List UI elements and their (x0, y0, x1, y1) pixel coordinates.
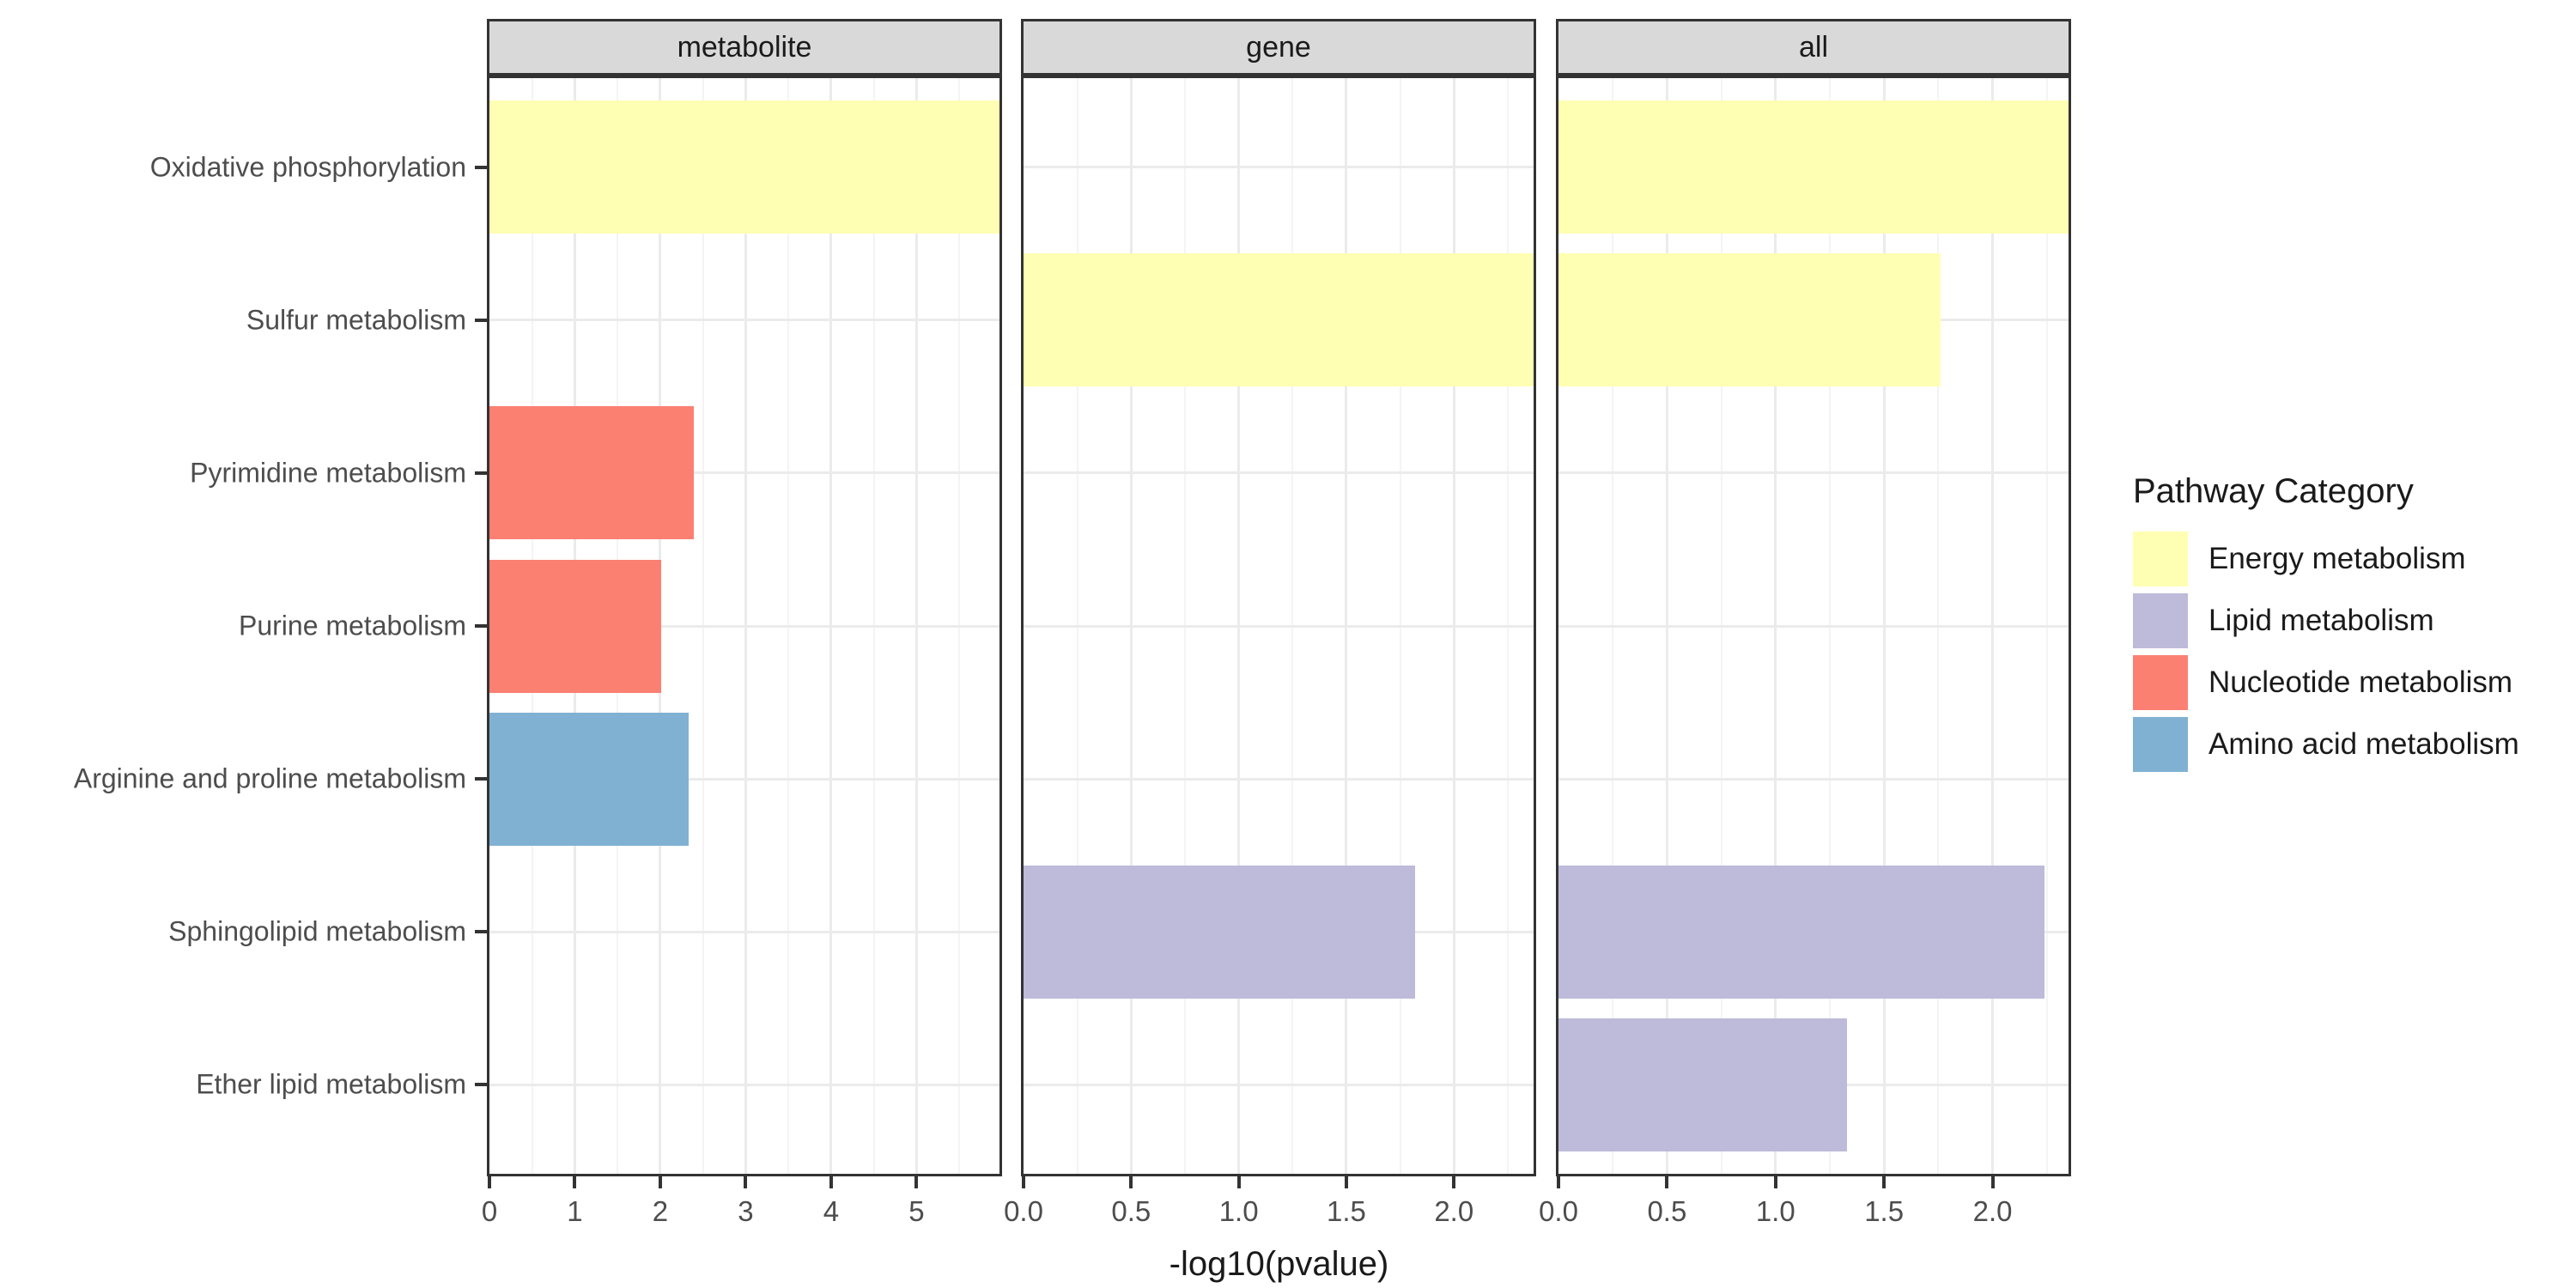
bar-metabolite-purine-metabolism (489, 559, 661, 693)
y-axis-label-purine-metabolism: Purine metabolism (239, 610, 466, 641)
x-axis-tick (1022, 1176, 1025, 1188)
y-axis-label-arginine-and-proline-metabolism: Arginine and proline metabolism (73, 762, 466, 794)
bar-gene-sphingolipid-metabolism (1024, 865, 1416, 999)
x-axis-tick (1344, 1176, 1348, 1188)
x-axis-tick-label: 2.0 (1434, 1195, 1474, 1227)
x-axis-tick (1452, 1176, 1456, 1188)
x-axis-tick (1990, 1176, 1995, 1188)
x-axis-tick-label: 2 (652, 1195, 669, 1227)
gridline-row (1558, 624, 2069, 628)
y-axis-label-ether-lipid-metabolism: Ether lipid metabolism (196, 1068, 466, 1100)
gridline-row (489, 930, 999, 933)
gridline-row (1024, 777, 1534, 781)
bar-metabolite-arginine-and-proline-metabolism (489, 712, 689, 846)
x-axis-tick-label: 4 (823, 1195, 840, 1227)
gridline-row (489, 624, 999, 628)
legend-swatch (2133, 532, 2188, 586)
gridline-row (1024, 166, 1534, 169)
x-axis-tick (573, 1176, 577, 1188)
legend-entry-label: Energy metabolism (2208, 542, 2466, 575)
x-axis-tick-label: 0.0 (1004, 1195, 1043, 1227)
x-axis-tick-label: 1.5 (1327, 1195, 1366, 1227)
legend-entry-label: Nucleotide metabolism (2208, 665, 2513, 699)
y-axis-tick (475, 624, 487, 628)
bar-all-oxidative-phosphorylation (1558, 100, 2069, 234)
y-axis-tick (475, 1083, 487, 1087)
x-axis-tick (744, 1176, 748, 1188)
x-axis-tick-label: 0.5 (1111, 1195, 1151, 1227)
x-axis-tick-label: 2.0 (1972, 1195, 2013, 1227)
x-axis-title: -log10(pvalue) (1169, 1245, 1389, 1283)
x-axis-tick-label: 1.5 (1864, 1195, 1905, 1227)
panel-all (1556, 76, 2071, 1176)
legend-entry-label: Lipid metabolism (2208, 604, 2434, 637)
bar-metabolite-oxidative-phosphorylation (489, 100, 999, 234)
gridline-row (1024, 1083, 1534, 1086)
x-axis-tick-label: 5 (908, 1195, 925, 1227)
y-axis-tick (475, 165, 487, 169)
y-axis-label-pyrimidine-metabolism: Pyrimidine metabolism (190, 457, 466, 489)
x-axis-tick-label: 3 (738, 1195, 754, 1227)
legend-swatch (2133, 593, 2188, 648)
gridline-row (1558, 471, 2069, 475)
y-axis-tick (475, 471, 487, 475)
y-axis-tick (475, 318, 487, 322)
facet-strip-label: metabolite (677, 30, 812, 64)
gridline-row (1558, 777, 2069, 781)
facet-strip-metabolite: metabolite (487, 19, 1002, 76)
panel-metabolite (487, 76, 1002, 1176)
gridline-row (1024, 624, 1534, 628)
facet-strip-all: all (1556, 19, 2071, 76)
y-axis-label-sulfur-metabolism: Sulfur metabolism (246, 304, 466, 336)
y-axis-tick (475, 930, 487, 934)
legend-swatch (2133, 717, 2188, 772)
facet-strip-label: gene (1246, 30, 1311, 64)
legend-entry-amino-acid-metabolism: Amino acid metabolism (2133, 717, 2519, 772)
x-axis-tick-label: 1.0 (1755, 1195, 1795, 1227)
x-axis-tick-label: 0 (481, 1195, 498, 1227)
x-axis-tick (488, 1176, 491, 1188)
gridline-row (489, 319, 999, 322)
gridline-row (489, 471, 999, 475)
legend-entry-lipid-metabolism: Lipid metabolism (2133, 593, 2519, 648)
x-axis-tick (829, 1176, 833, 1188)
y-axis-label-oxidative-phosphorylation: Oxidative phosphorylation (149, 151, 466, 183)
bar-all-ether-lipid-metabolism (1558, 1018, 1848, 1151)
legend-entry-nucleotide-metabolism: Nucleotide metabolism (2133, 655, 2519, 710)
bar-metabolite-pyrimidine-metabolism (489, 406, 694, 540)
x-axis-tick-label: 0.0 (1539, 1195, 1578, 1227)
legend: Pathway Category Energy metabolism Lipid … (2133, 472, 2519, 779)
x-axis-tick-label: 1.0 (1218, 1195, 1259, 1227)
x-axis-tick (1882, 1176, 1886, 1188)
x-axis-tick (914, 1176, 919, 1188)
legend-title: Pathway Category (2133, 472, 2414, 510)
x-axis-tick (1557, 1176, 1560, 1188)
panel-gene (1021, 76, 1536, 1176)
x-axis-tick (1665, 1176, 1669, 1188)
legend-swatch (2133, 655, 2188, 710)
legend-entry-energy-metabolism: Energy metabolism (2133, 532, 2519, 586)
y-axis-tick (475, 777, 487, 781)
x-axis-tick (1129, 1176, 1133, 1188)
legend-entries: Energy metabolism Lipid metabolism Nucleot… (2133, 532, 2519, 772)
x-axis-tick-label: 0.5 (1647, 1195, 1687, 1227)
y-axis-label-sphingolipid-metabolism: Sphingolipid metabolism (168, 915, 466, 947)
x-axis-tick (1236, 1176, 1241, 1188)
bar-all-sulfur-metabolism (1558, 253, 1941, 387)
x-axis-tick-label: 1 (567, 1195, 583, 1227)
gridline-row (1024, 471, 1534, 475)
facet-strip-label: all (1798, 30, 1829, 64)
bar-all-sphingolipid-metabolism (1558, 865, 2045, 999)
gridline-row (489, 777, 999, 781)
x-axis-tick (658, 1176, 662, 1188)
legend-entry-label: Amino acid metabolism (2208, 727, 2519, 761)
gridline-row (489, 1083, 999, 1086)
facet-strip-gene: gene (1021, 19, 1536, 76)
x-axis-tick (1773, 1176, 1777, 1188)
bar-gene-sulfur-metabolism (1024, 253, 1534, 387)
